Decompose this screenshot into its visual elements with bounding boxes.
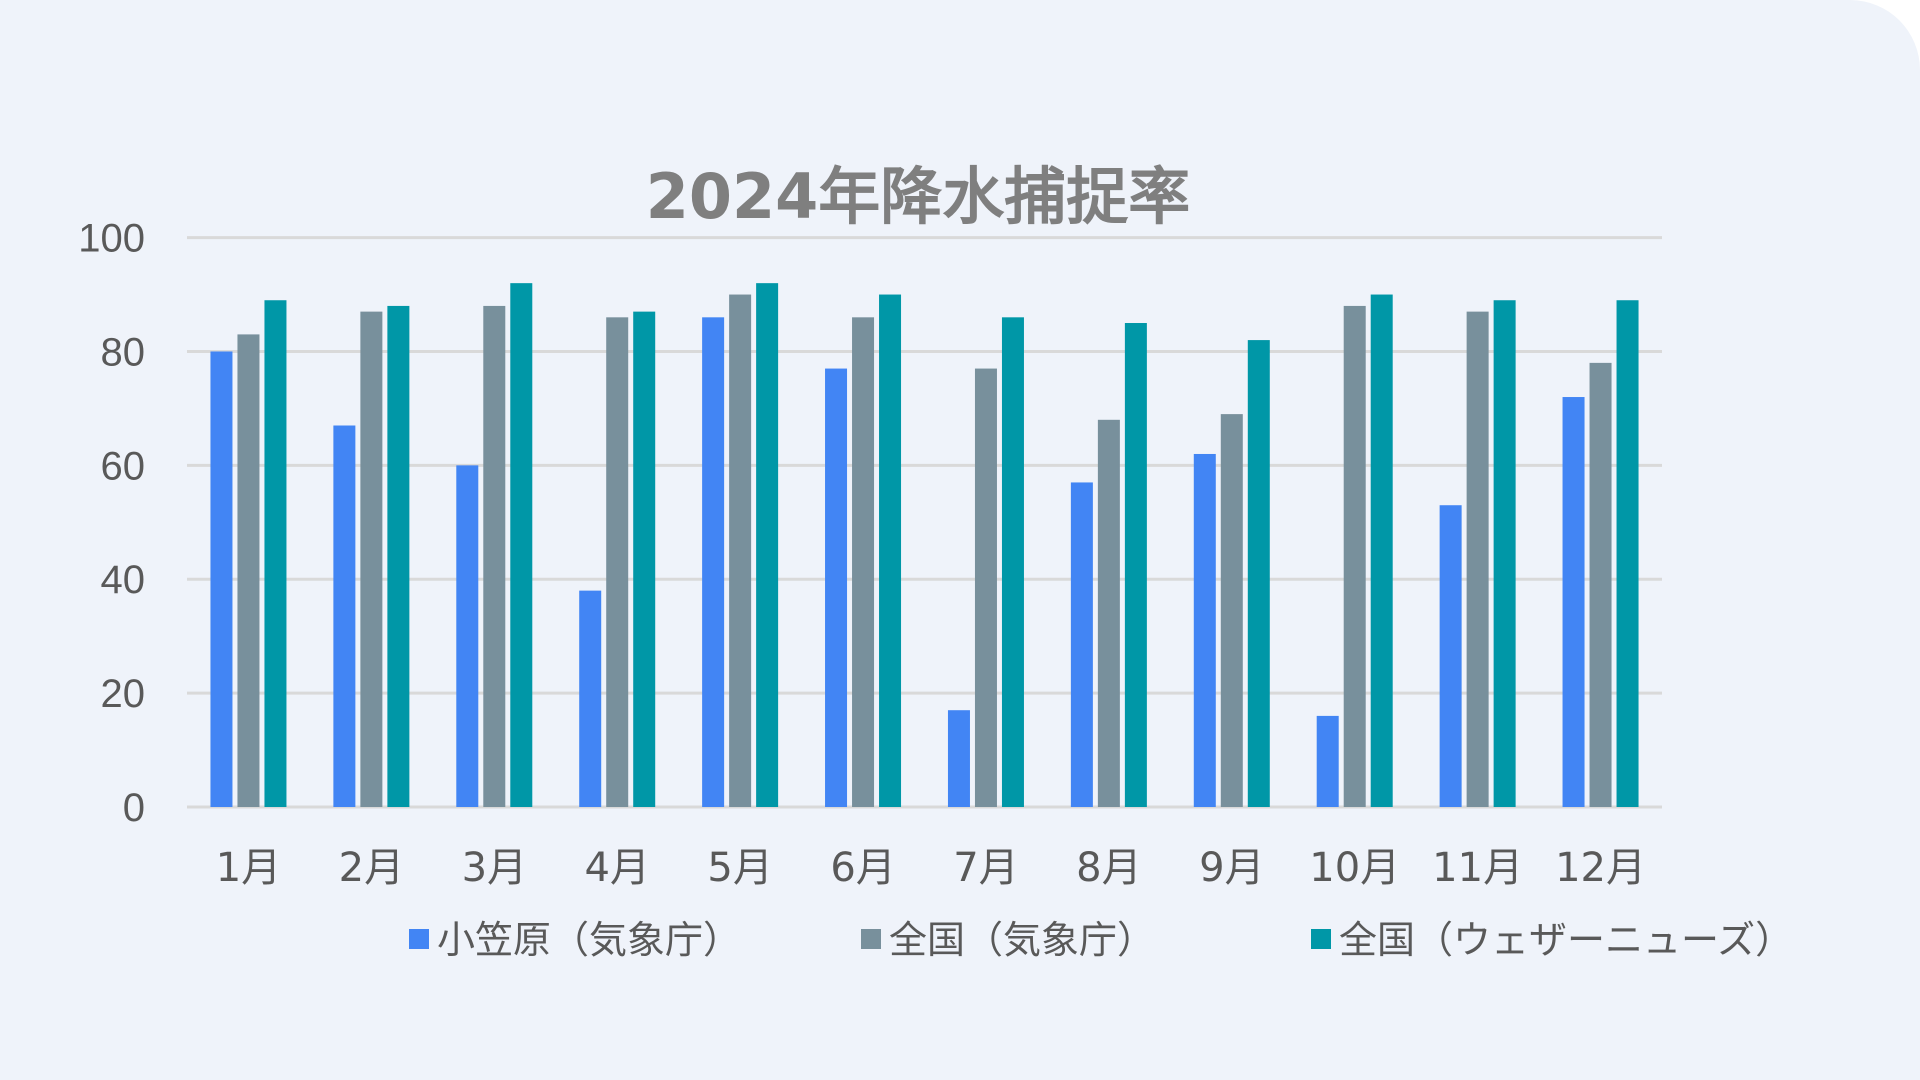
bar-3月-series-0 (456, 465, 479, 807)
legend-swatch (409, 929, 429, 949)
bar-6月-series-1 (852, 317, 875, 807)
bar-6月-series-0 (825, 368, 848, 807)
y-tick-label: 80 (101, 330, 146, 374)
x-tick-label: 10月 (1309, 845, 1400, 891)
bar-8月-series-1 (1097, 419, 1120, 807)
x-tick-label: 8月 (1076, 845, 1141, 891)
bar-7月-series-1 (974, 368, 997, 807)
bar-5月-series-0 (702, 317, 725, 807)
x-tick-label: 7月 (953, 845, 1018, 891)
x-tick-label: 12月 (1555, 845, 1646, 891)
bar-7月-series-0 (947, 710, 970, 807)
bar-8月-series-0 (1070, 482, 1093, 807)
bar-1月-series-2 (264, 300, 287, 807)
bar-2月-series-1 (360, 311, 383, 807)
x-tick-label: 9月 (1199, 845, 1264, 891)
bar-10月-series-2 (1370, 294, 1393, 807)
x-tick-label: 4月 (584, 845, 649, 891)
bar-5月-series-2 (756, 283, 779, 808)
bar-1月-series-0 (210, 351, 233, 807)
legend-label: 全国（ウェザーニューズ） (1339, 918, 1793, 962)
bar-12月-series-2 (1616, 300, 1639, 807)
bar-7月-series-2 (1001, 317, 1024, 807)
bar-5月-series-1 (729, 294, 752, 807)
legend-label: 全国（気象庁） (889, 918, 1155, 962)
bar-4月-series-1 (606, 317, 629, 807)
x-tick-label: 2月 (339, 845, 404, 891)
bar-2月-series-0 (333, 425, 356, 807)
bar-2月-series-2 (387, 305, 410, 807)
y-tick-label: 60 (101, 444, 146, 488)
bar-10月-series-0 (1316, 715, 1339, 807)
bar-10月-series-1 (1343, 305, 1366, 807)
y-tick-label: 100 (78, 217, 145, 261)
legend-swatch (861, 929, 881, 949)
bar-9月-series-2 (1247, 340, 1270, 807)
x-tick-label: 1月 (216, 845, 281, 891)
legend-label: 小笠原（気象庁） (437, 918, 741, 962)
y-tick-label: 20 (101, 672, 146, 716)
bar-9月-series-0 (1193, 453, 1216, 807)
x-tick-label: 5月 (707, 845, 772, 891)
bar-12月-series-1 (1589, 362, 1612, 807)
bar-3月-series-1 (483, 305, 506, 807)
x-tick-label: 3月 (462, 845, 527, 891)
bar-12月-series-0 (1562, 397, 1585, 807)
bar-1月-series-1 (237, 334, 260, 807)
bar-6月-series-2 (879, 294, 902, 807)
legend-swatch (1311, 929, 1331, 949)
x-tick-label: 11月 (1432, 845, 1523, 891)
bar-11月-series-2 (1493, 300, 1516, 807)
bar-9月-series-1 (1220, 414, 1243, 807)
bar-4月-series-0 (579, 590, 602, 807)
bar-8月-series-2 (1124, 323, 1147, 807)
chart-title: 2024年降水捕捉率 (646, 160, 1191, 233)
bar-11月-series-1 (1466, 311, 1489, 807)
y-tick-label: 40 (101, 558, 146, 602)
bar-11月-series-0 (1439, 505, 1462, 807)
y-tick-label: 0 (123, 786, 145, 830)
bar-3月-series-2 (510, 283, 533, 808)
x-tick-label: 6月 (830, 845, 895, 891)
bar-4月-series-2 (633, 311, 656, 807)
